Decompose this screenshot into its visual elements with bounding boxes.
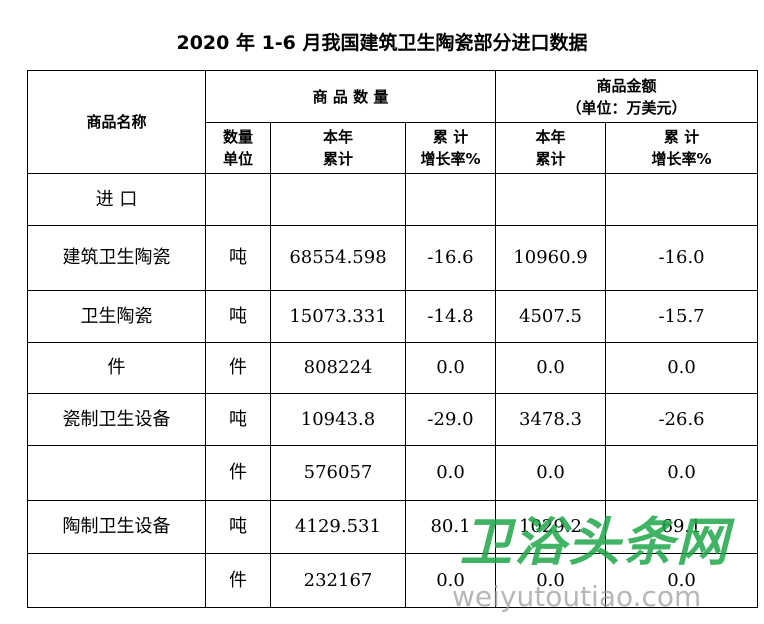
subheader-line: 数量: [222, 128, 253, 146]
table-cell: -29.0: [404, 393, 497, 446]
table-cell: 陶制卫生设备: [27, 500, 206, 554]
watermark-url: weiyutoutiao.com: [452, 580, 702, 613]
table-row: 卫生陶瓷吨 15073.331 -14.8 4507.5 -15.7: [27, 290, 759, 343]
table-row: 件 232167 0.0 0.0 0.0: [27, 553, 759, 608]
table-cell: 3478.3: [495, 393, 607, 446]
table-cell: [270, 173, 406, 226]
table-cell: 件: [205, 342, 271, 394]
table-cell: 吨: [205, 393, 271, 446]
header-cell: 商 品 数 量: [204, 70, 497, 123]
table-cell: 0.0: [404, 342, 497, 394]
table-row: 件件 808224 0.0 0.0 0.0: [27, 342, 759, 394]
table-cell: -16.6: [404, 225, 497, 291]
header-cell: 商品金额 （单位：万美元）: [495, 70, 759, 123]
table-cell: 10943.8: [270, 393, 406, 446]
subheader-line: 累 计: [663, 128, 700, 146]
table-cell: 10960.9: [495, 225, 607, 291]
table-cell: 卫生陶瓷: [27, 290, 206, 343]
table-cell: 件: [27, 342, 206, 394]
subheader-cell: 本年 累计: [270, 122, 406, 174]
header-row: 商品名称 商 品 数 量 商品金额 （单位：万美元）: [27, 70, 759, 174]
header-cell: 商品名称: [27, 70, 206, 174]
subheader-line: 本年: [535, 128, 566, 146]
table-cell: 吨: [205, 500, 271, 554]
table-cell: [404, 173, 497, 226]
table-cell: -14.8: [404, 290, 497, 343]
table-cell: 进 口: [27, 173, 206, 226]
subheader-cell: 本年 累计: [495, 122, 607, 174]
table-cell: [495, 173, 607, 226]
table-cell: 15073.331: [270, 290, 406, 343]
table-cell: 0.0: [495, 553, 607, 608]
table-row: 瓷制卫生设备吨 10943.8 -29.0 3478.3 -26.6: [27, 393, 759, 446]
table-cell: 建筑卫生陶瓷: [27, 225, 206, 291]
header-line: 商品金额: [596, 76, 657, 95]
table-cell: 0.0: [495, 445, 607, 501]
table-cell: -26.6: [605, 393, 759, 446]
subheader-cell: 累 计增长率%: [404, 122, 497, 174]
table-cell: [27, 445, 206, 501]
table-row: 陶制卫生设备吨 4129.531 80.1 1029.2 69.1: [27, 500, 759, 554]
table-cell: -15.7: [605, 290, 759, 343]
table-body: 商品名称 商 品 数 量 商品金额 （单位：万美元） 数量 单位 本年 累计累 计增长率…: [27, 70, 759, 608]
table-cell: 件: [205, 445, 271, 501]
table-cell: 吨: [205, 290, 271, 343]
data-table: 商品名称 商 品 数 量 商品金额 （单位：万美元） 数量 单位 本年 累计累 计增长率…: [27, 70, 759, 608]
header-line: （单位：万美元）: [566, 98, 687, 117]
subheader-line: 累计: [322, 150, 353, 168]
table-cell: -16.0: [605, 225, 759, 291]
table-cell: 232167: [270, 553, 406, 608]
table-row: 建筑卫生陶瓷吨 68554.598 -16.6 10960.9 -16.0: [27, 225, 759, 291]
table-cell: 0.0: [404, 445, 497, 501]
subheader-line: 增长率%: [420, 150, 481, 168]
table-cell: 0.0: [605, 553, 759, 608]
subheader-line: 增长率%: [651, 150, 712, 168]
table-row: 进 口: [27, 173, 759, 226]
table-cell: 件: [205, 553, 271, 608]
table-cell: [205, 173, 271, 226]
table-cell: 0.0: [605, 342, 759, 394]
table-cell: 0.0: [404, 553, 497, 608]
subheader-line: 累 计: [432, 128, 469, 146]
table-cell: [605, 173, 759, 226]
table-cell: 0.0: [495, 342, 607, 394]
table-cell: 576057: [270, 445, 406, 501]
table-cell: 吨: [205, 225, 271, 291]
table-cell: 瓷制卫生设备: [27, 393, 206, 446]
subheader-line: 累计: [535, 150, 566, 168]
subheader-line: 单位: [222, 150, 253, 168]
table-cell: 4129.531: [270, 500, 406, 554]
title: 2020 年 1-6 月我国建筑卫生陶瓷部分进口数据: [176, 32, 588, 54]
table-cell: 4507.5: [495, 290, 607, 343]
subheader-cell: 数量 单位: [205, 122, 271, 174]
table-row: 件 576057 0.0 0.0 0.0: [27, 445, 759, 501]
watermark: 卫浴头条网: [460, 513, 731, 573]
table-cell: 68554.598: [270, 225, 406, 291]
subheader-line: 本年: [322, 128, 353, 146]
subheader-cell: 累 计增长率%: [605, 122, 759, 174]
table-cell: 69.1: [605, 500, 759, 554]
table-cell: [27, 553, 206, 608]
subheader-row: 数量 单位 本年 累计累 计增长率% 本年 累计累 计增长率%: [28, 122, 759, 174]
table-cell: 808224: [270, 342, 406, 394]
table-cell: 80.1: [404, 500, 497, 554]
table-cell: 0.0: [605, 445, 759, 501]
